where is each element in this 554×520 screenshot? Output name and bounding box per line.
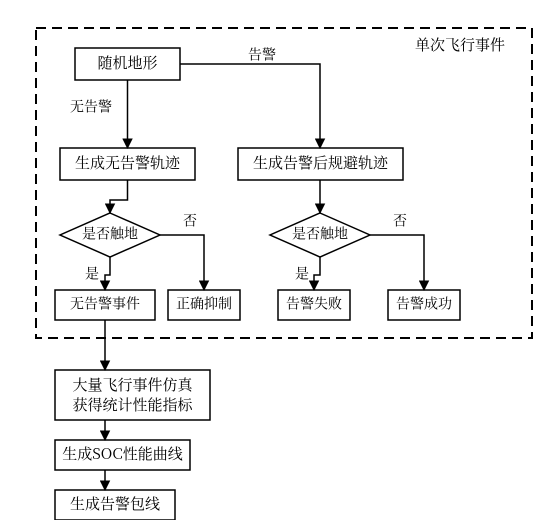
edge-label-tr-no: 否 <box>393 211 407 231</box>
label-mass-sim-2: 获得统计性能指标 <box>72 394 193 415</box>
node-correct-suppress: 正确抑制 <box>168 290 240 320</box>
label-random-terrain: 随机地形 <box>97 52 157 73</box>
edge-noalarm-to-touch <box>110 180 128 213</box>
edge-label-alarm: 告警 <box>248 45 276 65</box>
edge-rt-to-alarm <box>180 64 320 148</box>
node-touch-right: 是否触地 <box>270 213 370 257</box>
label-touch-right: 是否触地 <box>292 224 348 244</box>
edge-label-tr-yes: 是 <box>295 264 309 284</box>
label-gen-alarm-trk: 生成告警后规避轨迹 <box>253 152 389 173</box>
node-no-alarm-event: 无告警事件 <box>55 290 155 320</box>
edge-label-no-alarm: 无告警 <box>70 97 112 117</box>
edge-touchr-yes <box>314 257 320 290</box>
label-alarm-success: 告警成功 <box>396 294 452 314</box>
label-gen-envelope: 生成告警包线 <box>70 493 160 514</box>
node-gen-alarm-trk: 生成告警后规避轨迹 <box>238 148 403 180</box>
node-alarm-success: 告警成功 <box>388 290 460 320</box>
label-gen-no-alarm: 生成无告警轨迹 <box>75 152 181 173</box>
node-alarm-fail: 告警失败 <box>278 290 350 320</box>
node-random-terrain: 随机地形 <box>75 48 180 80</box>
edge-label-tl-no: 否 <box>183 211 197 231</box>
edge-touchr-no <box>370 235 424 290</box>
label-gen-soc: 生成SOC性能曲线 <box>62 443 183 464</box>
edge-label-tl-yes: 是 <box>85 264 99 284</box>
label-touch-left: 是否触地 <box>82 224 138 244</box>
label-correct-suppress: 正确抑制 <box>176 294 232 314</box>
node-touch-left: 是否触地 <box>60 213 160 257</box>
label-mass-sim-1: 大量飞行事件仿真 <box>72 374 193 395</box>
title: 单次飞行事件 <box>415 34 505 55</box>
node-gen-soc: 生成SOC性能曲线 <box>55 440 190 470</box>
edge-touchl-yes <box>105 257 110 290</box>
node-mass-sim: 大量飞行事件仿真 获得统计性能指标 <box>55 370 210 420</box>
label-no-alarm-event: 无告警事件 <box>70 294 140 314</box>
node-gen-envelope: 生成告警包线 <box>55 490 175 520</box>
node-gen-no-alarm: 生成无告警轨迹 <box>60 148 195 180</box>
edge-touchl-no <box>160 235 204 290</box>
label-alarm-fail: 告警失败 <box>286 294 342 314</box>
